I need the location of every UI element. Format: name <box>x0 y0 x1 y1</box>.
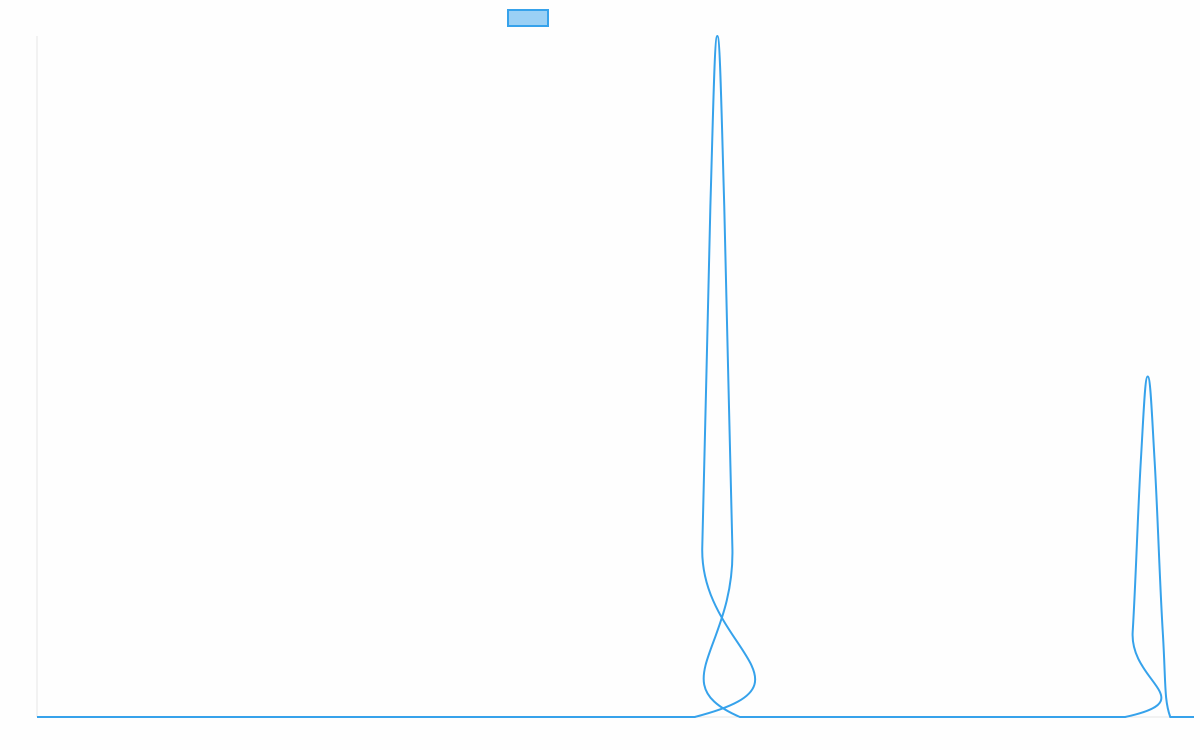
legend-swatch[interactable] <box>507 9 549 27</box>
series-line-0 <box>36 34 1194 719</box>
